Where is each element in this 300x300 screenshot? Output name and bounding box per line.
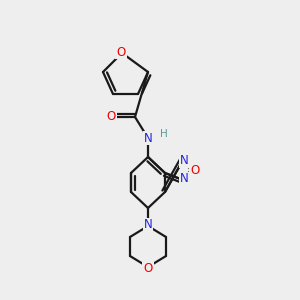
Text: O: O [106, 110, 116, 124]
Text: N: N [144, 218, 152, 232]
Text: O: O [190, 164, 200, 176]
Text: H: H [160, 129, 168, 139]
Text: O: O [143, 262, 153, 275]
Text: N: N [180, 154, 188, 167]
Text: O: O [116, 46, 126, 59]
Text: N: N [144, 131, 152, 145]
Text: N: N [180, 172, 188, 185]
